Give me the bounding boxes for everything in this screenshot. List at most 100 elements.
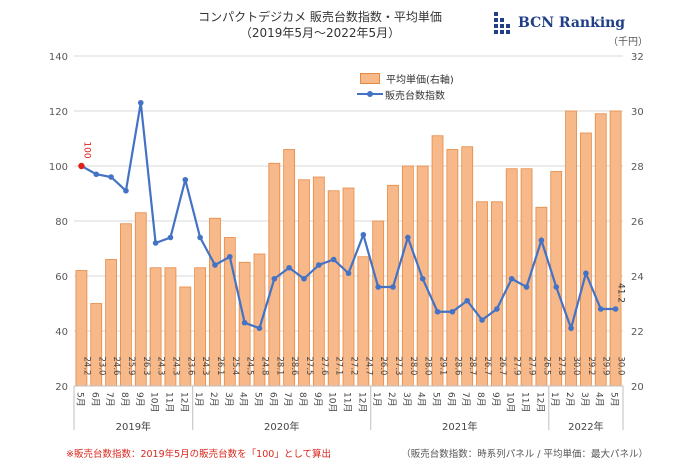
index-point: [182, 176, 189, 183]
index-point: [212, 262, 218, 268]
index-point: [419, 275, 426, 282]
index-point: [553, 284, 560, 290]
price-bar-label: 28.6: [289, 357, 299, 376]
index-point: [508, 275, 515, 282]
price-bar-label: 27.6: [319, 357, 329, 376]
price-bar-label: 28.7: [467, 357, 477, 376]
x-tick-label: 2月: [564, 392, 575, 407]
x-tick-label: 1月: [193, 392, 204, 407]
x-tick-label: 8月: [475, 392, 486, 407]
x-tick-label: 10月: [505, 392, 516, 412]
index-point-label: 41.2: [616, 283, 626, 303]
index-point: [78, 162, 85, 170]
price-bar-label: 26.7: [497, 357, 507, 376]
index-point: [597, 306, 604, 312]
legend-line-swatch: [357, 89, 383, 99]
bcn-logo: BCN Ranking: [494, 12, 625, 34]
index-point: [523, 284, 530, 290]
bcn-logo-text: BCN Ranking: [518, 15, 626, 31]
x-tick-label: 4月: [238, 392, 249, 407]
price-bar: [401, 165, 414, 387]
index-point: [301, 275, 307, 282]
price-bar-label: 27.8: [556, 357, 566, 376]
price-bar-label: 26.0: [378, 357, 388, 376]
year-label: 2021年: [442, 420, 477, 433]
price-bar-label: 26.5: [541, 357, 551, 376]
price-bar-label: 24.6: [111, 357, 121, 376]
legend: 平均単価(右軸) 販売台数指数: [357, 70, 454, 102]
index-point: [108, 174, 114, 180]
price-bar: [565, 110, 577, 387]
x-tick-label: 9月: [312, 392, 323, 407]
x-tick-label: 11月: [163, 392, 174, 412]
price-bar: [431, 135, 444, 387]
index-point: [197, 234, 203, 241]
index-point: [256, 325, 263, 332]
x-tick-label: 5月: [252, 392, 263, 407]
index-point: [316, 262, 322, 268]
chart-subtitle: （2019年5月～2022年5月）: [239, 26, 401, 40]
price-bar-label: 29.9: [601, 357, 611, 376]
index-point: [449, 308, 456, 315]
x-tick-label: 9月: [490, 392, 501, 407]
bcn-logo-icon: [494, 12, 510, 34]
right-axis-unit: （千円）: [608, 37, 648, 48]
price-bar-label: 26.7: [482, 357, 492, 376]
x-tick-label: 4月: [416, 392, 427, 407]
x-tick-label: 4月: [594, 392, 605, 407]
x-tick-label: 7月: [104, 392, 115, 407]
index-point: [583, 270, 589, 277]
legend-bar-swatch: [360, 72, 380, 84]
x-tick-label: 12月: [356, 392, 367, 412]
x-tick-label: 10月: [327, 392, 338, 412]
x-tick-label: 11月: [520, 392, 531, 412]
index-point: [93, 171, 100, 178]
index-point: [434, 308, 441, 315]
index-point: [360, 231, 367, 238]
index-point: [375, 284, 381, 290]
price-bar-label: 24.2: [81, 357, 91, 376]
x-tick-label: 8月: [297, 392, 308, 407]
index-point: [464, 297, 471, 304]
x-tick-label: 7月: [460, 392, 471, 407]
x-tick-label: 3月: [579, 392, 590, 407]
index-point: [345, 270, 352, 277]
price-bar-label: 28.0: [408, 357, 418, 376]
index-point: [286, 264, 292, 271]
price-bar-label: 24.7: [363, 357, 373, 376]
y-right-tick-label: 30: [631, 107, 644, 118]
y-left-tick-label: 20: [55, 382, 68, 393]
x-tick-label: 5月: [431, 392, 442, 407]
price-bar-label: 30.0: [616, 357, 626, 376]
x-tick-label: 6月: [89, 392, 100, 407]
price-bar: [461, 146, 474, 387]
y-right-tick-label: 32: [631, 52, 644, 63]
index-point-label: 100: [81, 141, 91, 158]
x-tick-label: 5月: [609, 392, 620, 407]
x-tick-label: 2月: [386, 392, 397, 407]
index-point: [538, 237, 545, 244]
index-point: [241, 319, 248, 326]
x-tick-label: 6月: [445, 392, 456, 407]
price-bar-label: 28.6: [452, 357, 462, 376]
x-tick-label: 9月: [134, 392, 145, 407]
price-bar-label: 24.3: [200, 357, 210, 376]
x-tick-label: 6月: [267, 392, 278, 407]
price-bar: [446, 149, 459, 387]
price-bar-label: 28.0: [423, 357, 433, 376]
price-bar-label: 24.8: [259, 357, 269, 376]
price-bar-label: 26.3: [141, 357, 151, 376]
price-bar-label: 24.5: [245, 357, 255, 376]
x-tick-label: 1月: [549, 392, 560, 407]
index-point: [123, 187, 129, 194]
price-bar-label: 29.2: [586, 357, 596, 376]
index-point: [479, 317, 485, 323]
year-label: 2019年: [116, 420, 151, 433]
price-bar: [298, 179, 310, 387]
legend-label-index: 販売台数指数: [385, 90, 445, 102]
index-point: [494, 306, 500, 312]
y-right-tick-label: 22: [631, 327, 644, 338]
price-bar-label: 26.1: [215, 357, 225, 376]
price-bar-label: 27.2: [349, 357, 359, 376]
y-right-tick-label: 28: [631, 162, 644, 173]
